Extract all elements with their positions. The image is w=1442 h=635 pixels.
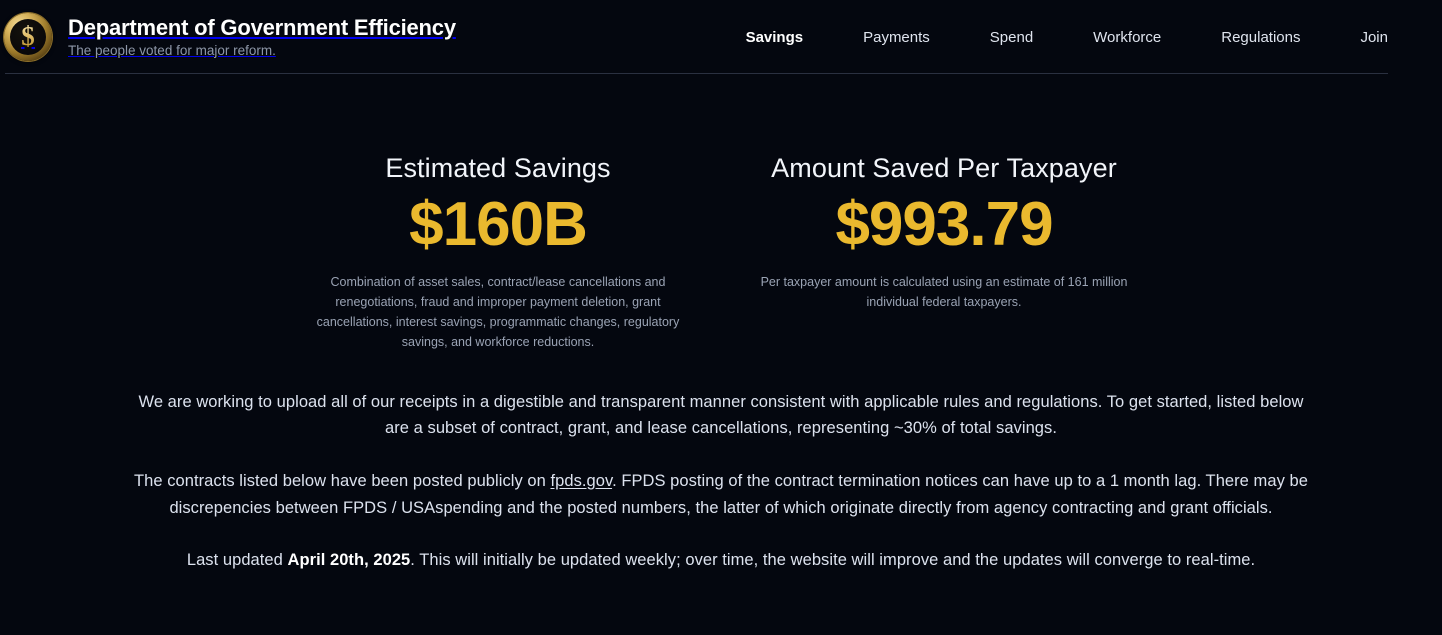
stat-label-estimated-savings: Estimated Savings — [385, 153, 611, 183]
coin-inner-disc: $ — [10, 19, 46, 55]
site-header: $ Department of Government Efficiency Th… — [0, 0, 1442, 74]
stat-card-estimated-savings: Estimated Savings $160B Combination of a… — [298, 152, 698, 353]
nav-item-workforce[interactable]: Workforce — [1093, 28, 1162, 46]
paragraph-last-updated: Last updated April 20th, 2025. This will… — [131, 547, 1311, 574]
last-updated-prefix: Last updated — [186, 551, 288, 570]
stats-row: Estimated Savings $160B Combination of a… — [0, 74, 1442, 353]
paragraph-receipts: We are working to upload all of our rece… — [138, 392, 1304, 438]
nav-item-join[interactable]: Join — [1360, 28, 1388, 46]
site-tagline: The people voted for major reform. — [68, 42, 276, 58]
primary-navigation: Savings Payments Spend Workforce Regulat… — [716, 23, 1388, 52]
brand-home-link[interactable]: $ Department of Government Efficiency Th… — [0, 13, 456, 61]
stat-card-amount-saved-per-taxpayer: Amount Saved Per Taxpayer $993.79 Per ta… — [744, 152, 1144, 312]
last-updated-suffix: . This will initially be updated weekly;… — [410, 551, 1256, 570]
stat-value-per-taxpayer: $993.79 — [835, 190, 1053, 260]
nav-item-payments[interactable]: Payments — [863, 28, 930, 46]
fpds-gov-link[interactable]: fpds.gov — [550, 471, 613, 490]
doge-coin-logo-icon: $ — [4, 13, 52, 61]
dollar-sign-icon: $ — [21, 20, 35, 51]
nav-item-savings[interactable]: Savings — [745, 28, 804, 46]
stat-note-per-taxpayer: Per taxpayer amount is calculated using … — [760, 274, 1128, 309]
last-updated-date: April 20th, 2025 — [287, 551, 411, 570]
nav-item-regulations[interactable]: Regulations — [1221, 28, 1301, 46]
brand-text: Department of Government Efficiency The … — [68, 15, 456, 58]
stat-note-estimated-savings: Combination of asset sales, contract/lea… — [316, 274, 680, 350]
site-title: Department of Government Efficiency — [68, 15, 456, 41]
stat-value-estimated-savings: $160B — [409, 190, 588, 260]
intro-copy: We are working to upload all of our rece… — [131, 389, 1311, 575]
fpds-text-after: . FPDS posting of the contract terminati… — [169, 471, 1308, 517]
fpds-text-before: The contracts listed below have been pos… — [134, 471, 551, 490]
header-divider — [5, 73, 1388, 74]
nav-item-spend[interactable]: Spend — [989, 28, 1034, 46]
stat-label-per-taxpayer: Amount Saved Per Taxpayer — [771, 153, 1117, 183]
paragraph-fpds: The contracts listed below have been pos… — [131, 468, 1311, 521]
